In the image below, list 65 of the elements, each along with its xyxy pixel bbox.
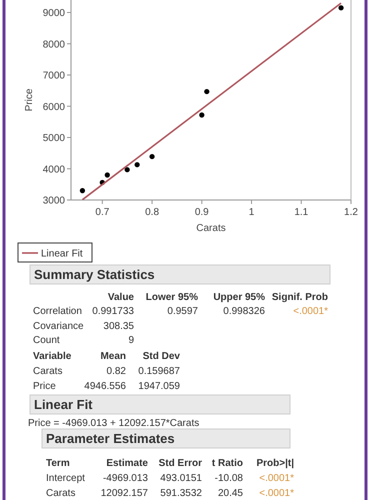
text: Carats <box>46 488 76 499</box>
text: Term <box>46 458 70 469</box>
y-tick-label: 5000 <box>42 133 66 144</box>
y-tick-label: 7000 <box>42 70 66 82</box>
y-tick-label: 8000 <box>42 39 66 50</box>
text: 20.45 <box>218 488 244 499</box>
text: Signif. Prob <box>272 292 328 303</box>
text: Linear Fit <box>34 397 94 412</box>
text: 591.3532 <box>160 488 202 499</box>
legend-label: Linear Fit <box>41 248 83 260</box>
text: Count <box>33 335 60 346</box>
point <box>134 162 140 168</box>
y-tick-label: 6000 <box>42 102 66 113</box>
point <box>338 5 344 10</box>
point <box>80 188 86 194</box>
text: 493.0151 <box>160 473 202 484</box>
text: 0.9597 <box>167 306 198 317</box>
point <box>204 88 210 94</box>
text: -4969.013 <box>102 473 148 484</box>
point <box>149 154 155 160</box>
y-tick-label: 4000 <box>42 164 66 176</box>
text: Mean <box>100 351 126 362</box>
text: Estimate <box>106 458 148 469</box>
text: Variable <box>33 351 72 362</box>
text: 0.998326 <box>223 306 266 317</box>
x-tick-label: 0.7 <box>95 207 110 218</box>
text: Prob>|t| <box>256 458 294 469</box>
text: t Ratio <box>212 458 243 469</box>
text: 0.82 <box>106 366 126 377</box>
text: 12092.157 <box>100 488 148 499</box>
text: Carats <box>33 366 62 377</box>
text: 9 <box>128 335 134 346</box>
point <box>124 167 130 172</box>
x-tick-label: 1 <box>248 207 255 218</box>
x-tick-label: 1.1 <box>294 207 309 218</box>
text: Std Error <box>158 458 202 469</box>
text: Lower 95% <box>146 292 198 303</box>
text: <.0001* <box>259 488 294 499</box>
x-tick-label: 1.2 <box>344 207 358 218</box>
text: Correlation <box>33 306 82 317</box>
point <box>199 112 204 118</box>
text: Price <box>33 381 56 392</box>
x-axis-title: Carats <box>196 223 226 234</box>
text: Std Dev <box>142 351 180 362</box>
text: 0.991733 <box>92 306 134 317</box>
text: 4946.556 <box>84 381 126 392</box>
text: Price = -4969.013 + 12092.157*Carats <box>28 418 200 429</box>
y-tick-label: 3000 <box>42 196 66 206</box>
text: Upper 95% <box>213 292 266 303</box>
text: 308.35 <box>103 321 134 332</box>
point <box>104 172 110 178</box>
x-tick-label: 0.9 <box>194 207 210 218</box>
y-axis-title: Price <box>24 88 35 112</box>
text: <.0001* <box>259 473 294 484</box>
y-tick-label: 9000 <box>42 8 66 19</box>
text: Value <box>108 292 134 303</box>
text: -10.08 <box>214 473 244 484</box>
text: 0.159687 <box>138 366 180 377</box>
text: Covariance <box>33 321 84 332</box>
text: <.0001* <box>293 306 328 317</box>
text: Summary Statistics <box>34 267 155 282</box>
text: 1947.059 <box>138 381 180 392</box>
text: Intercept <box>46 473 86 484</box>
x-tick-label: 0.8 <box>145 207 160 218</box>
text: Parameter Estimates <box>46 431 175 446</box>
